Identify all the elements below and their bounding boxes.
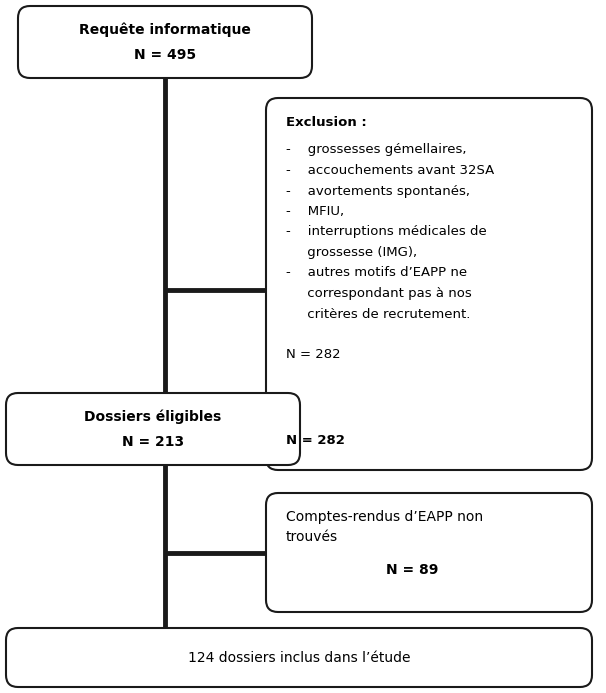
Text: Comptes-rendus d’EAPP non: Comptes-rendus d’EAPP non	[286, 510, 483, 524]
Text: correspondant pas à nos: correspondant pas à nos	[286, 287, 471, 300]
Text: Dossiers éligibles: Dossiers éligibles	[84, 410, 222, 424]
Text: -    MFIU,: - MFIU,	[286, 205, 344, 218]
Text: 124 dossiers inclus dans l’étude: 124 dossiers inclus dans l’étude	[188, 651, 410, 665]
FancyBboxPatch shape	[6, 628, 592, 687]
Text: trouvés: trouvés	[286, 530, 338, 544]
Text: -    accouchements avant 32SA: - accouchements avant 32SA	[286, 164, 494, 177]
Text: -    avortements spontanés,: - avortements spontanés,	[286, 184, 470, 198]
Text: N = 495: N = 495	[134, 48, 196, 62]
Text: N = 213: N = 213	[122, 435, 184, 449]
Text: -    grossesses gémellaires,: - grossesses gémellaires,	[286, 143, 467, 157]
Text: -    interruptions médicales de: - interruptions médicales de	[286, 225, 487, 238]
Text: Exclusion :: Exclusion :	[286, 116, 367, 128]
FancyBboxPatch shape	[266, 493, 592, 612]
Text: N = 89: N = 89	[386, 563, 438, 577]
Text: Requête informatique: Requête informatique	[79, 23, 251, 37]
Text: N = 282: N = 282	[286, 434, 345, 446]
FancyBboxPatch shape	[6, 393, 300, 465]
FancyBboxPatch shape	[18, 6, 312, 78]
Text: critères de recrutement.: critères de recrutement.	[286, 308, 470, 320]
FancyBboxPatch shape	[266, 98, 592, 470]
Text: N = 282: N = 282	[286, 349, 341, 362]
Text: -    autres motifs d’EAPP ne: - autres motifs d’EAPP ne	[286, 267, 467, 279]
Text: grossesse (IMG),: grossesse (IMG),	[286, 246, 417, 259]
